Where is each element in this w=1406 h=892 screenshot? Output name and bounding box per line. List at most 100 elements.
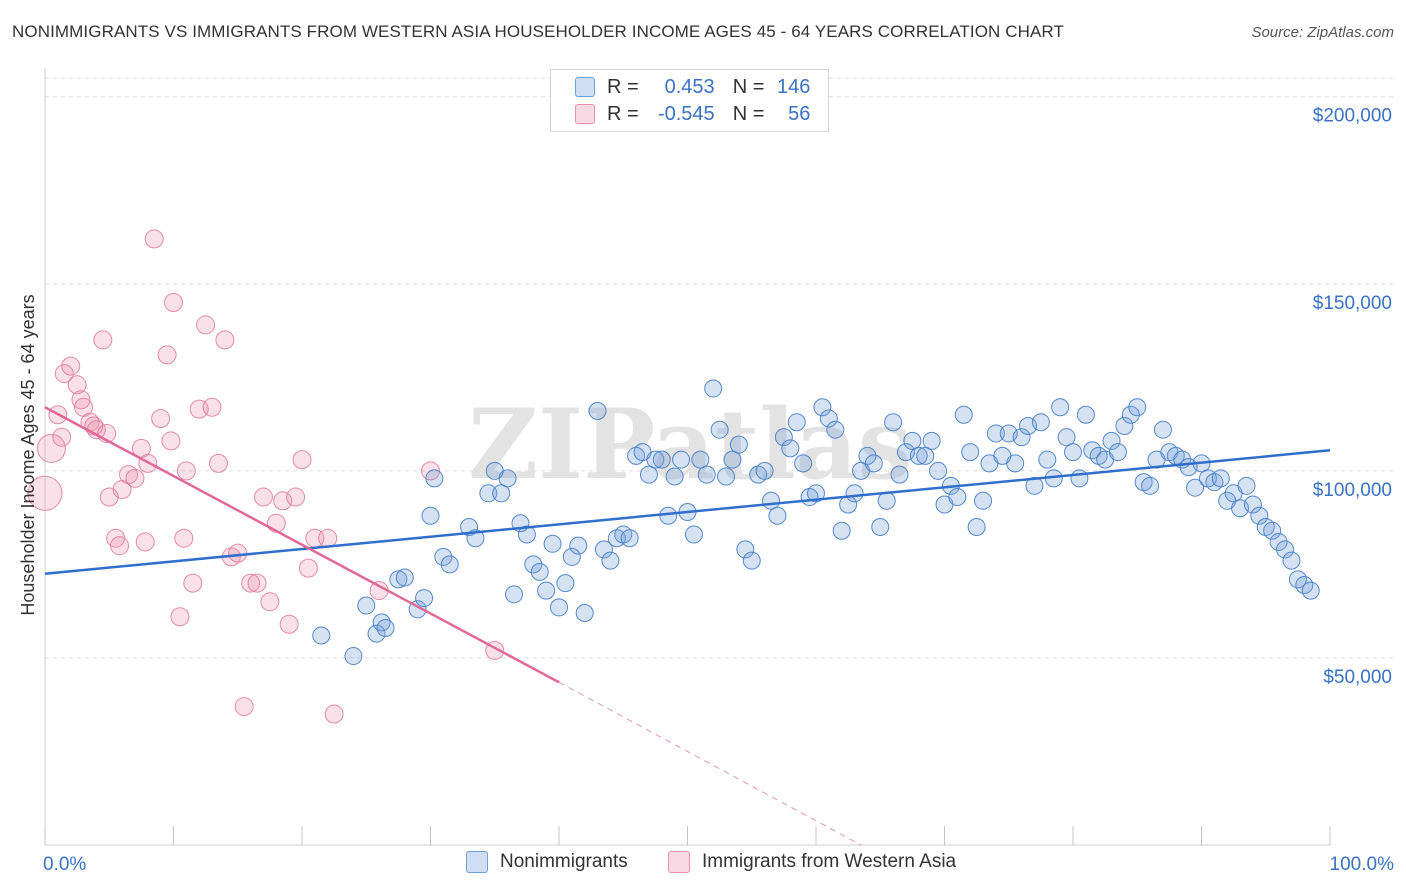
immigrants-point [298,558,318,578]
legend-n-label: N = [732,102,765,125]
nonimmigrants-point [460,517,479,536]
grid-lines [45,77,1395,659]
y-axis-title: Householder Income Ages 45 - 64 years [18,294,38,615]
chart-title: NONIMMIGRANTS VS IMMIGRANTS FROM WESTERN… [12,22,1064,41]
watermark: ZIPatlas [468,388,912,501]
nonimmigrants-point [755,461,774,480]
nonimmigrants-point [395,568,414,587]
nonimmigrants-point [1070,469,1089,488]
nonimmigrants-point [415,589,434,608]
nonimmigrants-point [768,506,787,525]
immigrants-point [234,697,254,717]
immigrants-point [170,607,190,627]
immigrants-point [228,543,248,563]
nonimmigrants-point [1243,495,1262,514]
nonimmigrants-point [826,420,845,439]
immigrants-point [151,408,171,428]
nonimmigrants-point [550,598,568,617]
nonimmigrants-point [774,428,793,447]
nonimmigrants-point [961,443,980,462]
nonimmigrants-point [659,506,678,525]
nonimmigrants-point [1153,420,1172,439]
nonimmigrants-point [389,570,408,589]
nonimmigrants-point [1108,443,1127,462]
immigrants-point [125,468,145,488]
immigrants-point [67,375,87,395]
nonimmigrants-point [569,536,588,555]
nonimmigrants-point [807,484,825,503]
nonimmigrants-point [575,604,594,623]
nonimmigrants-point [742,551,761,570]
nonimmigrants-point [492,484,511,503]
nonimmigrants-point [562,547,581,566]
immigrants-point [36,433,66,463]
nonimmigrants-point [736,540,755,559]
correlation-legend: R = 0.453 N = 146 R = -0.545 N = 56 [550,69,829,132]
nonimmigrants-point [434,547,453,566]
nonimmigrants-point [1025,476,1044,495]
nonimmigrants-point [1141,476,1160,495]
nonimmigrants-point [1269,532,1288,551]
nonimmigrants-point [1012,428,1031,447]
nonimmigrants-point [723,450,742,469]
immigrants-point [119,465,139,485]
immigrants-points [27,229,505,724]
nonimmigrants-point [858,446,877,465]
immigrants-point [157,345,177,365]
nonimmigrants-point [929,461,948,480]
nonimmigrants-point [312,626,331,645]
bottom-legend-label: Nonimmigrants [500,851,628,872]
immigrants-point [183,573,203,593]
nonimmigrants-point [1128,398,1147,417]
bottom-legend-nonimmigrants: Nonimmigrants [466,851,628,873]
nonimmigrants-point [954,405,973,424]
nonimmigrants-point [684,525,703,544]
immigrants-point [253,487,273,507]
nonimmigrants-point [594,540,613,559]
axis-labels: $50,000 $100,000 $150,000 $200,000 0.0% 100.0… [18,106,1394,875]
nonimmigrants-point [556,574,575,593]
nonimmigrants-point [1186,478,1205,497]
x-tick-label: 0.0% [43,854,86,875]
nonimmigrants-point [537,581,556,600]
nonimmigrants-point [916,446,935,465]
immigrants-point [260,592,280,612]
nonimmigrants-point [819,409,838,428]
nonimmigrants-point [421,506,440,525]
bottom-legend-label: Immigrants from Western Asia [702,851,957,872]
nonimmigrants-point [1237,476,1256,495]
nonimmigrants-point [425,469,444,488]
nonimmigrants-point [832,521,851,540]
y-tick-label: $200,000 [1313,106,1392,127]
nonimmigrants-point [1038,450,1057,469]
y-tick-label: $100,000 [1313,480,1392,501]
nonimmigrants-point [646,450,665,469]
nonimmigrants-point [440,555,459,574]
immigrants-point [144,229,164,249]
immigrants-point [215,330,235,350]
legend-r-value: 0.453 [664,75,715,98]
immigrants-point [208,453,228,473]
legend-swatch-nonimmigrants [575,77,595,97]
nonimmigrants-point [710,420,729,439]
nonimmigrants-point [697,465,716,484]
nonimmigrants-point [691,450,710,469]
nonimmigrants-point [909,446,928,465]
nonimmigrants-point [890,465,909,484]
nonimmigrants-point [1006,454,1025,473]
nonimmigrants-point [1057,428,1076,447]
nonimmigrants-points [312,379,1320,666]
nonimmigrants-point [517,525,536,544]
nonimmigrants-point [1102,431,1121,450]
legend-r-label: R = [607,75,639,98]
nonimmigrants-point [639,465,658,484]
nonimmigrants-point [986,424,1005,443]
nonimmigrants-point [376,618,395,637]
trend-lines [44,406,1331,846]
immigrants-point [161,431,181,451]
immigrants-point [164,292,183,312]
immigrants-point [54,364,74,384]
immigrants-point [196,315,216,335]
nonimmigrants-point [1301,581,1320,600]
nonimmigrants-point [498,469,517,488]
